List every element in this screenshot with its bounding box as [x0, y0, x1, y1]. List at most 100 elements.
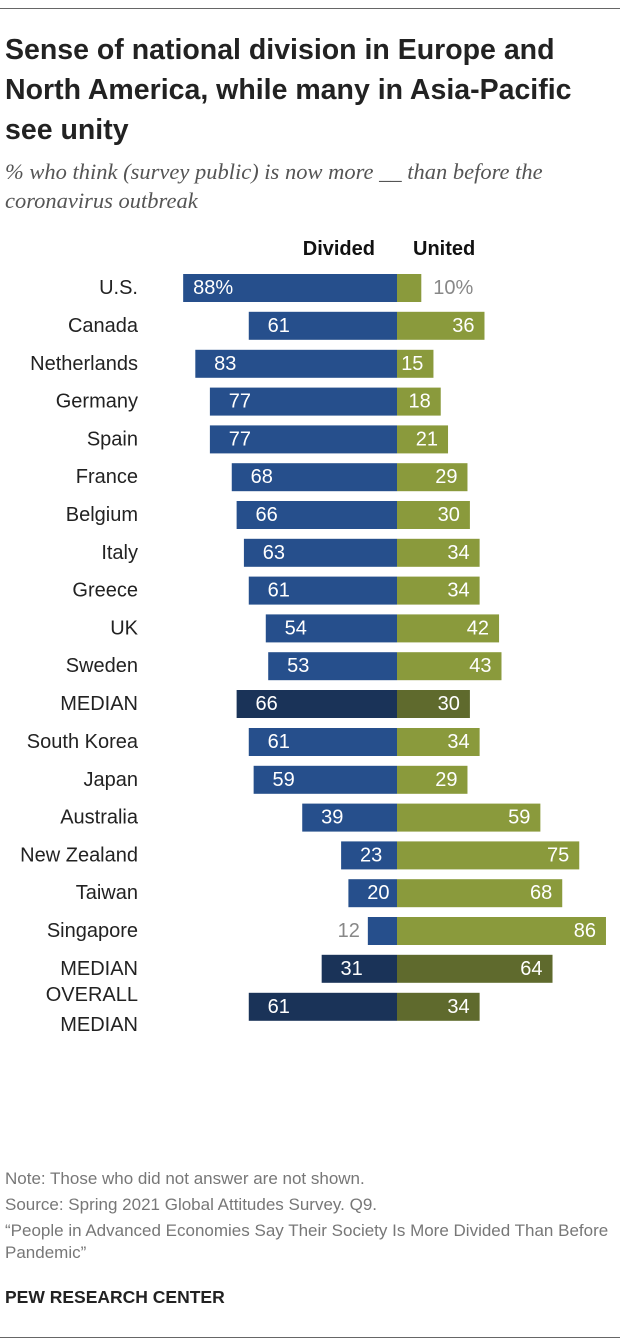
- bar-united-greece: [397, 576, 480, 605]
- value-united-spain: 21: [416, 428, 438, 450]
- row-label-netherlands: Netherlands: [30, 353, 138, 375]
- bar-united-italy: [397, 538, 480, 567]
- chart-subtitle: % who think (survey public) is now more …: [5, 159, 543, 213]
- value-divided-taiwan: 20: [367, 882, 389, 904]
- bar-divided-greece: [248, 576, 397, 605]
- value-divided-new-zealand: 23: [360, 844, 382, 866]
- row-label-overall-median-line-1: OVERALL: [46, 984, 138, 1006]
- chart-title: Sense of national division in Europe and…: [5, 34, 572, 146]
- bottom-rule: [0, 1337, 620, 1338]
- bar-divided-belgium: [236, 501, 397, 529]
- value-united-italy: 34: [447, 542, 469, 564]
- bar-united-australia: [397, 803, 541, 832]
- value-divided-australia: 39: [321, 807, 343, 829]
- bar-united-south-korea: [397, 728, 480, 756]
- value-divided-uk: 54: [285, 617, 307, 639]
- value-united-belgium: 30: [438, 504, 460, 526]
- bar-divided-france: [231, 463, 397, 492]
- footer-note: Note: Those who did not answer are not s…: [5, 1169, 365, 1188]
- row-label-median: MEDIAN: [60, 958, 138, 980]
- bar-divided-overall-median: [248, 992, 397, 1021]
- value-united-median: 30: [438, 693, 460, 715]
- footer-source: Source: Spring 2021 Global Attitudes Sur…: [5, 1195, 378, 1214]
- value-divided-south-korea: 61: [268, 731, 290, 753]
- bar-divided-singapore: [367, 917, 397, 945]
- bar-divided-taiwan: [348, 879, 397, 908]
- bar-divided-spain: [209, 425, 397, 454]
- row-label-overall-median-line-2: MEDIAN: [60, 1014, 138, 1036]
- row-label-japan: Japan: [84, 769, 139, 791]
- bar-divided-italy: [243, 538, 397, 567]
- bar-united-belgium: [397, 501, 470, 529]
- top-rule: [0, 8, 620, 9]
- value-divided-belgium: 66: [255, 504, 277, 526]
- footer-report-title: “People in Advanced Economies Say Their …: [5, 1221, 609, 1262]
- value-united-u-s-: 10%: [433, 277, 473, 299]
- bar-divided-netherlands: [195, 349, 397, 378]
- row-label-france: France: [76, 466, 138, 488]
- bar-united-u-s-: [397, 274, 422, 302]
- row-label-new-zealand: New Zealand: [20, 844, 138, 866]
- value-united-new-zealand: 75: [547, 844, 569, 866]
- value-united-japan: 29: [435, 769, 457, 791]
- bar-divided-japan: [253, 765, 397, 794]
- value-divided-u-s-: 88%: [193, 277, 233, 299]
- row-label-canada: Canada: [68, 315, 139, 337]
- value-united-south-korea: 34: [447, 731, 469, 753]
- value-united-uk: 42: [467, 617, 489, 639]
- bar-united-canada: [397, 311, 485, 340]
- bar-united-spain: [397, 425, 449, 454]
- value-united-taiwan: 68: [530, 882, 552, 904]
- bar-united-uk: [397, 614, 500, 643]
- row-label-belgium: Belgium: [66, 504, 138, 526]
- bar-united-germany: [397, 387, 441, 416]
- legend-divided: Divided: [302, 238, 375, 260]
- value-divided-japan: 59: [273, 769, 295, 791]
- bar-divided-australia: [302, 803, 397, 832]
- value-united-greece: 34: [447, 580, 469, 602]
- bar-divided-median: [236, 690, 397, 718]
- bar-divided-canada: [248, 311, 397, 340]
- value-divided-france: 68: [251, 466, 273, 488]
- value-divided-spain: 77: [229, 428, 251, 450]
- value-divided-singapore: 12: [338, 920, 360, 942]
- bar-divided-new-zealand: [341, 841, 397, 870]
- bar-divided-south-korea: [248, 728, 397, 756]
- bar-united-singapore: [397, 917, 606, 945]
- value-united-overall-median: 34: [447, 996, 469, 1018]
- bar-united-sweden: [397, 652, 502, 681]
- value-united-sweden: 43: [469, 655, 491, 677]
- legend-united: United: [413, 238, 476, 260]
- bar-united-france: [397, 463, 468, 492]
- value-united-france: 29: [435, 466, 457, 488]
- value-divided-netherlands: 83: [214, 353, 236, 375]
- value-united-median: 64: [520, 958, 542, 980]
- value-united-germany: 18: [408, 391, 430, 413]
- row-label-singapore: Singapore: [47, 920, 138, 942]
- bar-united-new-zealand: [397, 841, 580, 870]
- bar-united-japan: [397, 765, 468, 794]
- brand-logo-text: PEW RESEARCH CENTER: [5, 1287, 225, 1307]
- bar-divided-germany: [209, 387, 397, 416]
- row-label-spain: Spain: [87, 428, 138, 450]
- row-label-sweden: Sweden: [66, 655, 138, 677]
- row-label-germany: Germany: [56, 391, 138, 413]
- value-divided-italy: 63: [263, 542, 285, 564]
- bar-united-median: [397, 690, 470, 718]
- bar-divided-sweden: [268, 652, 397, 681]
- row-label-greece: Greece: [72, 580, 138, 602]
- bar-divided-u-s-: [183, 274, 397, 302]
- bar-united-netherlands: [397, 349, 434, 378]
- diverging-bar-chart: U.S. 88% 10% Canada 61 36 Netherlands 83 15 Germa…: [20, 274, 606, 1036]
- bar-united-median: [397, 954, 553, 983]
- value-divided-germany: 77: [229, 391, 251, 413]
- value-divided-overall-median: 61: [268, 996, 290, 1018]
- value-united-netherlands: 15: [401, 353, 423, 375]
- bar-united-overall-median: [397, 992, 480, 1021]
- bar-divided-median: [321, 954, 397, 983]
- value-divided-greece: 61: [268, 580, 290, 602]
- bar-united-taiwan: [397, 879, 563, 908]
- value-divided-median: 66: [255, 693, 277, 715]
- row-label-u-s-: U.S.: [99, 277, 138, 299]
- value-divided-sweden: 53: [287, 655, 309, 677]
